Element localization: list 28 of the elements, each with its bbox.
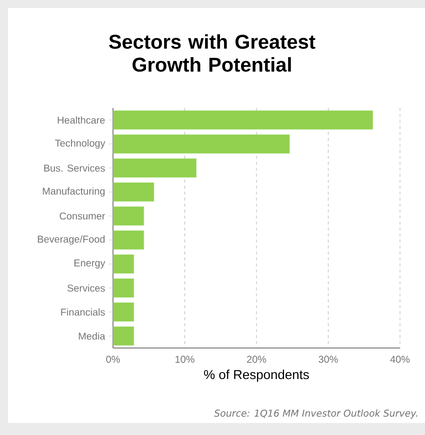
y-tick-label: Beverage/Food <box>38 235 105 245</box>
y-tick-label: Bus. Services <box>44 164 105 172</box>
y-tick-label: Manufacturing <box>42 187 105 197</box>
y-tick-label: Technology <box>55 139 106 149</box>
bar <box>113 326 134 346</box>
bar <box>113 110 373 130</box>
y-tick-label: Healthcare <box>58 116 105 124</box>
bar <box>113 254 134 274</box>
y-tick-label: Services <box>67 284 105 292</box>
x-tick-label: 20% <box>247 356 266 363</box>
x-tick-label: 30% <box>318 356 338 363</box>
source-note: Source: 1Q16 MM Investor Outlook Survey. <box>214 409 418 419</box>
bar <box>113 278 134 298</box>
x-tick-label: 0% <box>106 356 120 363</box>
x-tick-label: 10% <box>176 356 194 363</box>
bar <box>113 158 196 178</box>
bar <box>113 134 290 154</box>
y-tick-label: Consumer <box>60 212 106 220</box>
bar <box>113 182 154 202</box>
y-tick-label: Financials <box>61 308 105 316</box>
bar <box>113 206 144 226</box>
y-tick-label: Energy <box>74 260 106 268</box>
bar <box>113 302 134 322</box>
x-axis-title: % of Respondents <box>204 370 309 382</box>
x-tick-label: 40% <box>390 356 410 363</box>
chart-title: Sectors with Greatest Growth Potential <box>109 34 316 72</box>
y-tick-label: Media <box>78 332 106 340</box>
bar <box>113 230 144 250</box>
